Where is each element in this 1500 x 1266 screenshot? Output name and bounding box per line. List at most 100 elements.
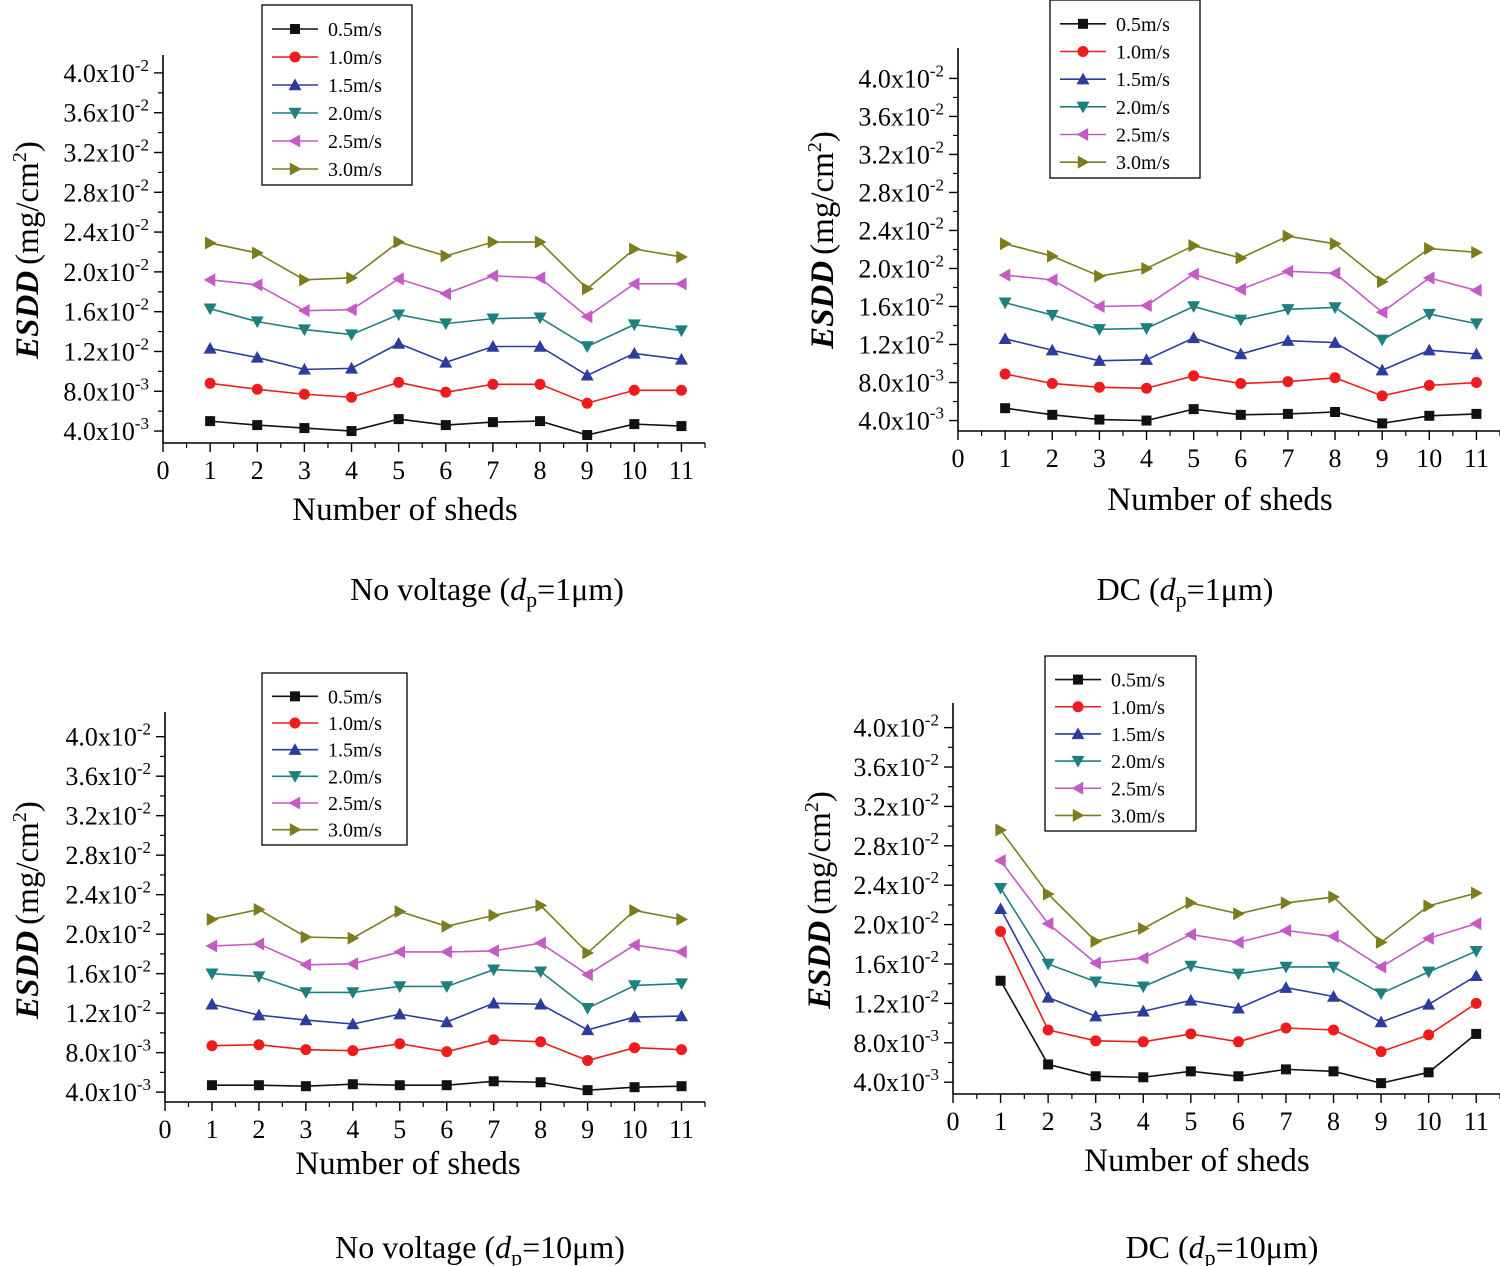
data-point [1328,336,1342,348]
data-point [1187,331,1201,344]
data-point [1187,267,1199,281]
x-tick-label: 1 [999,444,1012,473]
y-tick-label: 4.0x10-2 [65,720,151,752]
legend-marker [289,823,302,837]
y-axis-title: ESDD(mg/cm2) [804,131,841,350]
data-point [1279,924,1292,938]
data-point [250,316,264,329]
legend-marker [288,107,302,120]
x-tick-label: 10 [621,456,647,485]
data-point [1231,968,1245,981]
x-tick-label: 0 [947,1107,960,1136]
data-point [534,966,548,979]
data-point [1089,1009,1103,1022]
x-tick-label: 11 [1464,1107,1489,1136]
data-point [1423,1029,1435,1041]
data-point [440,981,454,993]
data-point [252,1008,266,1021]
data-point [1045,273,1058,287]
data-point [1282,229,1295,243]
y-axis-title: ESDD(mg/cm2) [801,791,838,1010]
data-point [1423,1067,1434,1078]
data-point [1279,981,1293,993]
data-point [1281,334,1295,346]
data-point [998,268,1011,282]
data-point [1328,1066,1339,1077]
data-point [581,1003,595,1015]
x-tick-label: 8 [1329,444,1342,473]
data-point [580,310,593,324]
data-point [1188,239,1201,253]
x-tick-label: 10 [1416,1107,1442,1136]
data-point [1235,251,1248,265]
data-point [346,391,358,403]
data-point [629,419,640,430]
data-point [206,1040,218,1052]
y-tick-label: 4.0x10-3 [853,1065,939,1097]
data-point [1045,309,1059,322]
y-axis-title: ESDD(mg/cm2) [9,801,46,1020]
legend-box [1049,0,1201,179]
y-tick-label: 2.0x10-2 [65,917,151,949]
legend-marker [1077,155,1090,169]
data-point [439,355,453,368]
legend-label: 1.0m/s [328,47,382,69]
y-tick-label: 3.2x10-2 [65,799,151,831]
panel-caption: No voltage (dp=10μm) [335,1229,625,1266]
data-point [1141,261,1154,275]
data-point [393,981,407,993]
data-point [297,324,311,337]
data-point [1281,304,1295,316]
data-point [487,944,499,958]
data-point [297,362,311,375]
data-point [1045,343,1059,356]
legend-label: 0.5m/s [328,19,382,41]
y-tick-label: 4.0x10-2 [853,711,939,743]
data-point [535,416,546,427]
data-point [252,246,264,260]
legend-label: 2.0m/s [1111,751,1165,773]
y-tick-label: 1.2x10-2 [63,334,149,366]
data-point [998,297,1012,310]
data-point [1231,935,1244,949]
y-tick-label: 3.6x10-2 [65,759,151,791]
data-point [627,346,641,359]
data-point [1140,353,1154,365]
data-point [346,957,359,971]
data-point [1280,1064,1291,1075]
y-tick-label: 2.4x10-2 [858,213,944,245]
legend-marker [1076,72,1090,85]
x-tick-label: 9 [581,1115,594,1144]
legend-marker [1072,808,1085,822]
data-point [203,303,217,316]
data-point [203,273,216,287]
y-tick-label: 2.8x10-2 [63,175,149,207]
data-point [674,277,687,291]
data-point [206,912,219,926]
data-point [1471,1028,1482,1039]
data-point [1375,363,1389,376]
data-point [1137,1036,1149,1048]
data-point [206,1080,217,1091]
x-tick-label: 2 [252,1115,265,1144]
y-tick-label: 8.0x10-3 [65,1036,151,1068]
data-point [393,235,406,249]
data-point [1184,927,1197,941]
data-point [1282,408,1293,419]
legend-label: 2.5m/s [328,131,382,153]
data-point [346,1017,360,1030]
y-tick-label: 1.2x10-2 [853,986,939,1018]
data-point [1090,934,1103,948]
legend-label: 2.0m/s [328,766,382,788]
panel-caption: No voltage (dp=1μm) [350,571,624,612]
data-point [1140,299,1152,313]
data-point [1282,376,1294,388]
data-point [1185,896,1198,910]
data-point [581,968,593,982]
data-point [1090,1071,1101,1082]
chart-panel-3: 4.0x10-3 8.0x10-3 1.2x10-2 1.6x10-2 2.0x10-2… [9,672,706,1266]
data-point [676,1044,688,1056]
x-tick-label: 7 [1281,444,1294,473]
data-point [994,882,1008,895]
x-tick-label: 3 [1093,444,1106,473]
